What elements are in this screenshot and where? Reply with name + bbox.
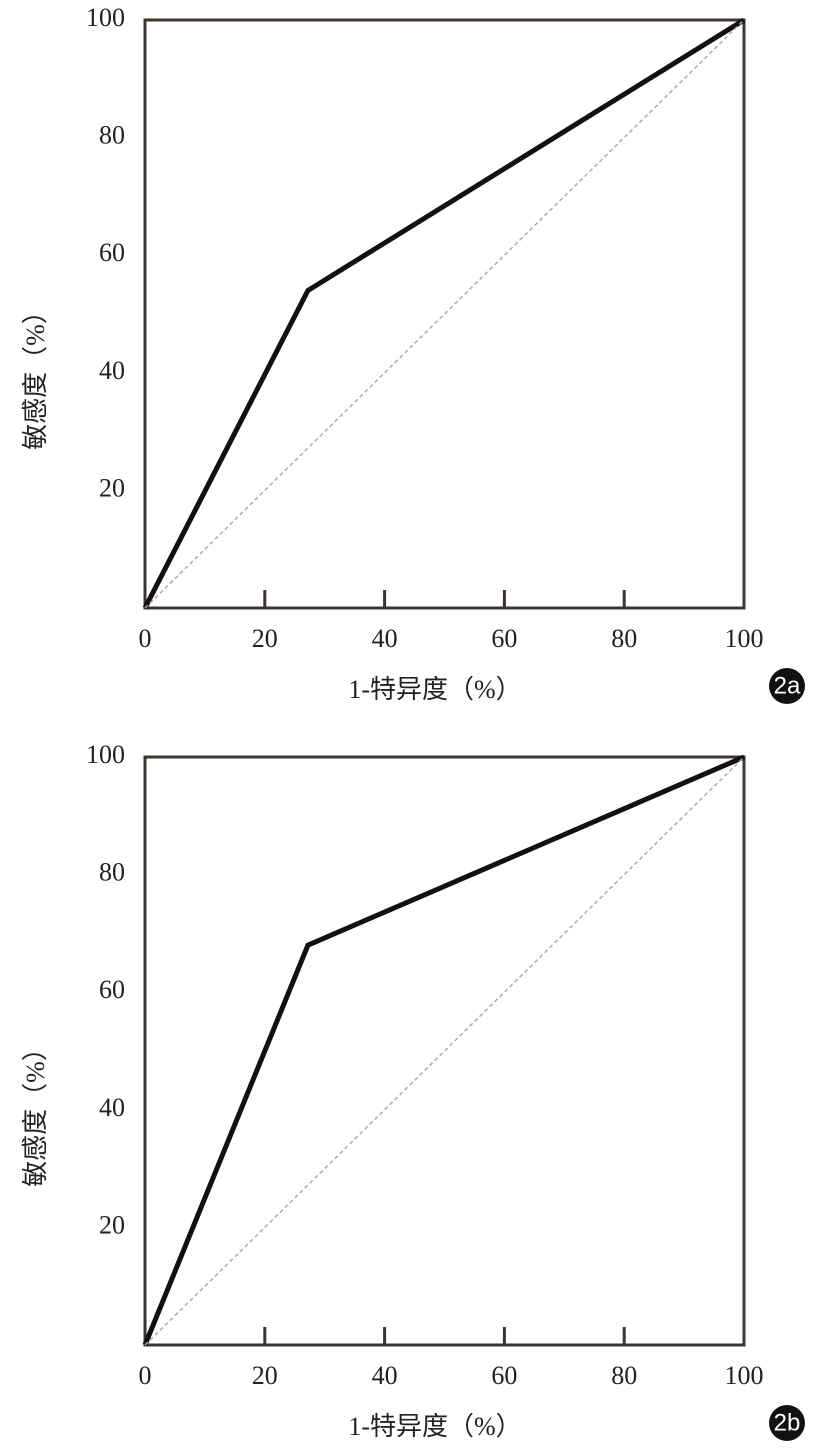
x-axis-label: 1-特异度（%） [348,1412,521,1441]
x-tick-label: 40 [372,624,398,653]
y-tick-label: 20 [99,473,125,502]
panel-badge [769,1405,805,1441]
x-tick-label: 80 [611,1361,637,1390]
y-tick-label: 100 [86,740,125,769]
reference-line [144,19,745,609]
y-tick-label: 60 [99,238,125,267]
panel-badge [769,668,805,704]
y-tick-label: 60 [99,975,125,1004]
x-tick-label: 20 [252,1361,278,1390]
panel-label: 2a [774,672,801,699]
plot-frame [143,18,746,610]
panel-label: 2b [774,1409,801,1436]
plot-frame [143,755,746,1347]
y-axis-label: 敏感度（%） [21,1035,50,1187]
y-tick-label: 20 [99,1210,125,1239]
y-tick-label: 80 [99,858,125,887]
x-tick-label: 100 [725,1361,764,1390]
x-tick-label: 60 [491,624,517,653]
y-tick-label: 80 [99,121,125,150]
y-tick-label: 100 [86,3,125,32]
x-tick-label: 40 [372,1361,398,1390]
reference-line [144,756,745,1346]
roc-curve [142,754,745,1346]
y-axis-label: 敏感度（%） [21,298,50,450]
x-tick-label: 80 [611,624,637,653]
y-tick-label: 40 [99,1093,125,1122]
roc-curve [142,17,746,610]
x-tick-label: 0 [139,624,152,653]
y-tick-label: 40 [99,356,125,385]
x-tick-label: 60 [491,1361,517,1390]
x-tick-label: 20 [252,624,278,653]
x-tick-label: 0 [139,1361,152,1390]
x-axis-label: 1-特异度（%） [348,675,521,704]
x-tick-label: 100 [725,624,764,653]
